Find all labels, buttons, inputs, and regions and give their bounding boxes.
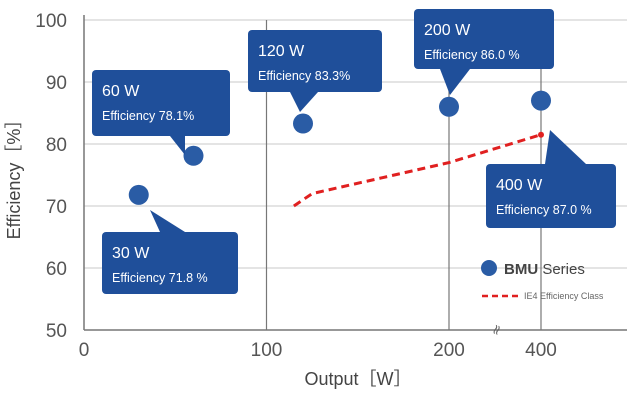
bmu-data-point xyxy=(531,90,551,111)
y-tick-label: 60 xyxy=(46,259,67,280)
callout-box xyxy=(92,70,230,136)
ie4-line-end-point xyxy=(538,131,544,138)
x-tick-label: 200 xyxy=(433,340,465,361)
callout-power-label: 60 W xyxy=(102,83,140,100)
callout-pointer xyxy=(170,136,185,155)
legend-ie4-label: IE4 Efficiency Class xyxy=(524,291,604,301)
legend-bmu-label-bold: BMU xyxy=(504,261,538,278)
callout-efficiency-label: Efficiency 86.0 % xyxy=(424,48,520,62)
x-tick-label: 0 xyxy=(79,340,90,361)
x-axis-title: Output［W］ xyxy=(304,369,411,389)
callout-box xyxy=(486,164,616,228)
callout-efficiency-label: Efficiency 87.0 % xyxy=(496,203,592,217)
callouts: 30 W Efficiency 71.8 % 60 W Efficiency 78.1… xyxy=(92,9,616,294)
callout-efficiency-label: Efficiency 78.1% xyxy=(102,109,194,123)
legend-bmu-marker xyxy=(481,260,497,276)
legend-bmu-label: BMU Series xyxy=(504,261,585,278)
callout-pointer xyxy=(545,130,586,164)
ie4-efficiency-line xyxy=(293,133,542,208)
callout-power-label: 200 W xyxy=(424,22,471,39)
y-tick-label: 80 xyxy=(46,135,67,156)
callout-box xyxy=(102,232,238,294)
bmu-data-point xyxy=(439,96,459,117)
callout-box xyxy=(414,9,554,69)
legend-bmu-label-rest: Series xyxy=(538,261,585,278)
callout-pointer xyxy=(440,69,470,95)
x-tick-label: 400 xyxy=(525,340,557,361)
callout-power-label: 400 W xyxy=(496,177,543,194)
bmu-data-point xyxy=(183,145,204,166)
callout-pointer xyxy=(290,92,318,112)
callout-box xyxy=(248,30,382,92)
callout-power-label: 120 W xyxy=(258,43,305,60)
axis-break-mark: ≈ xyxy=(487,322,506,338)
x-tick-label: 100 xyxy=(251,340,283,361)
callout-efficiency-label: Efficiency 83.3% xyxy=(258,69,350,83)
plot-area xyxy=(128,90,551,208)
axes: 50 60 70 80 90 100 0 100 200 400 ≈ Output［W］ Efficie… xyxy=(4,11,627,389)
y-tick-label: 70 xyxy=(46,197,67,218)
bmu-data-point xyxy=(128,184,149,205)
callout-power-label: 30 W xyxy=(112,245,150,262)
y-tick-label: 100 xyxy=(35,11,67,32)
y-tick-label: 50 xyxy=(46,321,67,342)
y-tick-label: 90 xyxy=(46,73,67,94)
bmu-data-point xyxy=(293,113,313,134)
legend: BMU Series IE4 Efficiency Class xyxy=(481,260,604,301)
callout-pointer xyxy=(150,210,185,232)
callout-efficiency-label: Efficiency 71.8 % xyxy=(112,271,208,285)
y-axis-title: Efficiency［%］ xyxy=(4,111,24,240)
